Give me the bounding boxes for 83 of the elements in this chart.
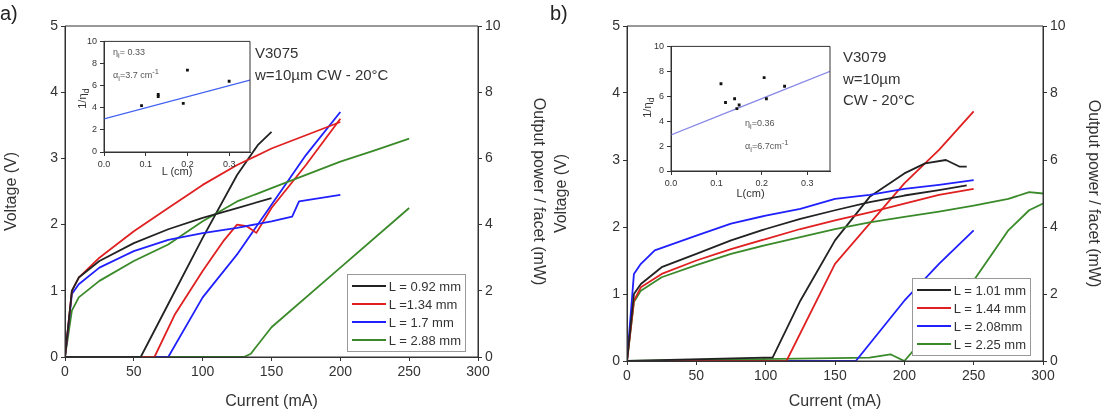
y-tick-label: 6 bbox=[91, 80, 97, 91]
legend-label: L = 0.92 mm bbox=[388, 278, 461, 294]
annotation: CW - 20°C bbox=[843, 91, 915, 108]
x-tick-label: 0.3 bbox=[222, 158, 236, 169]
y-tick-label: 5 bbox=[50, 16, 59, 33]
x-tick-label: 100 bbox=[753, 367, 778, 384]
annotation: η$_{i}$=0.36 bbox=[745, 118, 775, 131]
y-tick-label: 4 bbox=[50, 83, 59, 100]
y-axis-title: Voltage (V) bbox=[2, 151, 20, 232]
x-axis-title: Current (mA) bbox=[788, 391, 882, 409]
legend-label: L = 1.44 mm bbox=[953, 300, 1026, 316]
x-tick-label: 300 bbox=[466, 363, 490, 380]
y-tick-label: 0 bbox=[658, 165, 664, 176]
y2-tick-label: 2 bbox=[1050, 284, 1058, 301]
y-tick-label: 2 bbox=[91, 124, 97, 135]
y2-tick-label: 4 bbox=[485, 215, 493, 232]
x-tick-label: 0.0 bbox=[664, 177, 678, 188]
y-tick-label: 4 bbox=[658, 115, 664, 126]
x-tick-label: 0.1 bbox=[710, 177, 723, 188]
x-tick-label: 200 bbox=[328, 363, 353, 380]
y2-tick-label: 0 bbox=[485, 347, 493, 364]
x-tick-label: 150 bbox=[823, 367, 847, 384]
y2-axis-title: Output power / facet (mW) bbox=[1085, 99, 1103, 288]
legend-label: L = 1.01 mm bbox=[953, 282, 1026, 298]
y-axis-title: Voltage (V) bbox=[552, 153, 570, 234]
x-axis-title: L(cm) bbox=[736, 187, 765, 200]
annotation: w=10µm bbox=[843, 70, 901, 87]
y-tick-label: 3 bbox=[50, 149, 59, 166]
x-tick-label: 0.3 bbox=[801, 177, 814, 188]
y2-tick-label: 2 bbox=[485, 281, 493, 298]
y-tick-label: 0 bbox=[612, 351, 621, 368]
annotation: w=10µm CW - 20°C bbox=[255, 66, 389, 83]
legend-label: L = 2.88 mm bbox=[388, 332, 461, 348]
y-tick-label: 2 bbox=[612, 217, 621, 234]
annotation: α$_{i}$=3.7 cm$^{-1}$ bbox=[113, 67, 159, 83]
y-tick-label: 4 bbox=[91, 102, 97, 113]
x-tick-label: 0.2 bbox=[755, 177, 769, 188]
y2-tick-label: 4 bbox=[1050, 217, 1058, 234]
y-tick-label: 10 bbox=[653, 40, 664, 51]
y2-tick-label: 8 bbox=[1050, 83, 1058, 100]
legend-label: L = 1.7 mm bbox=[388, 314, 454, 330]
x-tick-label: 0 bbox=[61, 363, 70, 380]
x-tick-label: 50 bbox=[688, 367, 705, 384]
y-tick-label: 1 bbox=[50, 281, 59, 298]
x-tick-label: 0.1 bbox=[139, 158, 152, 169]
chart-title: a) bbox=[0, 2, 18, 25]
y-tick-label: 4 bbox=[612, 83, 621, 100]
y-tick-label: 10 bbox=[86, 35, 97, 46]
y2-tick-label: 0 bbox=[1050, 351, 1058, 368]
x-tick-label: 150 bbox=[259, 363, 284, 380]
annotation: V3075 bbox=[255, 44, 299, 61]
x-tick-label: 250 bbox=[397, 363, 422, 380]
y-tick-label: 1 bbox=[612, 284, 621, 301]
y2-tick-label: 6 bbox=[485, 149, 493, 166]
y-tick-label: 8 bbox=[91, 58, 97, 68]
y-tick-label: 0 bbox=[50, 347, 59, 364]
x-tick-label: 300 bbox=[1031, 367, 1055, 384]
y-tick-label: 6 bbox=[658, 90, 664, 101]
x-tick-label: 0.0 bbox=[97, 158, 111, 169]
y2-tick-label: 8 bbox=[485, 83, 493, 100]
x-tick-label: 50 bbox=[126, 363, 142, 380]
x-tick-label: 100 bbox=[190, 363, 215, 380]
y-tick-label: 8 bbox=[658, 65, 664, 76]
y2-tick-label: 10 bbox=[485, 16, 501, 33]
annotation: η$_{i}$= 0.33 bbox=[113, 47, 145, 60]
y-tick-label: 0 bbox=[91, 146, 97, 157]
chart-title: b) bbox=[550, 2, 568, 25]
x-tick-label: 0 bbox=[623, 367, 632, 384]
y-tick-label: 5 bbox=[612, 16, 621, 33]
annotation: α$_{i}$=6.7cm$^{-1}$ bbox=[745, 138, 789, 154]
legend-label: L =1.34 mm bbox=[388, 296, 458, 312]
y-tick-label: 2 bbox=[658, 140, 664, 151]
annotation: V3079 bbox=[843, 48, 887, 65]
y2-tick-label: 10 bbox=[1050, 16, 1066, 33]
y-tick-label: 2 bbox=[50, 215, 59, 232]
legend-label: L = 2.08mm bbox=[953, 318, 1023, 334]
y-tick-label: 3 bbox=[612, 150, 621, 167]
y2-axis-title: Output power / facet (mW) bbox=[530, 97, 548, 286]
legend-label: L = 2.25 mm bbox=[953, 336, 1026, 352]
x-axis-title: Current (mA) bbox=[225, 391, 318, 409]
x-tick-label: 250 bbox=[961, 367, 986, 384]
y2-tick-label: 6 bbox=[1050, 150, 1058, 167]
x-tick-label: 200 bbox=[892, 367, 917, 384]
